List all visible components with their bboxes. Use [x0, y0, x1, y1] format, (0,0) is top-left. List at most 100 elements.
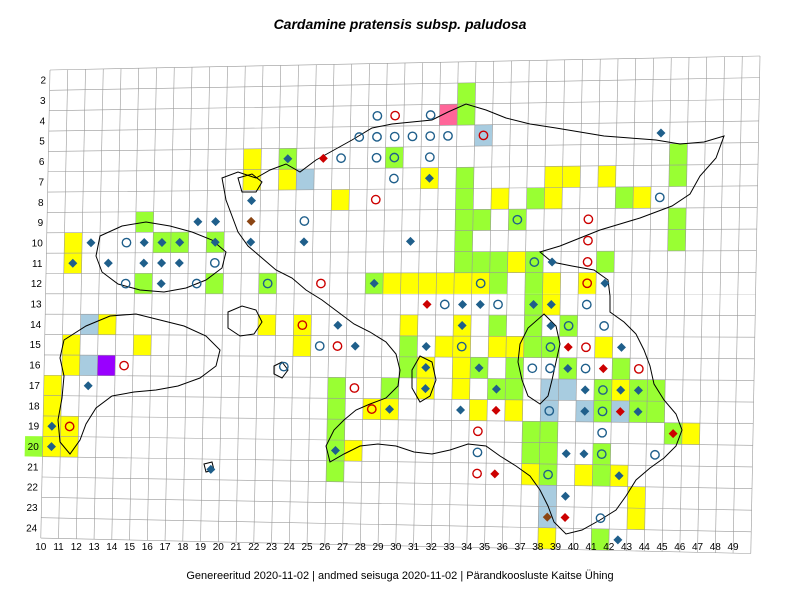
diamond-marker	[247, 196, 257, 206]
coastline-layer	[57, 103, 725, 535]
grid-line-horizontal	[49, 55, 761, 71]
grid-cell	[525, 251, 544, 273]
grid-cell	[593, 400, 612, 423]
grid-cell	[258, 273, 277, 294]
y-tick-label: 5	[39, 137, 45, 148]
x-tick-label: 38	[532, 542, 544, 553]
x-tick-label: 40	[568, 542, 580, 553]
grid-cell	[296, 168, 315, 190]
diamond-marker	[47, 421, 57, 431]
x-tick-label: 31	[408, 542, 420, 553]
y-tick-label: 13	[30, 300, 42, 311]
circle-marker	[278, 361, 289, 372]
y-tick-label: 12	[31, 279, 43, 290]
diamond-marker	[546, 300, 556, 310]
circle-marker	[545, 363, 555, 374]
grid-cell	[292, 335, 312, 357]
grid-cell	[612, 358, 631, 380]
circle-marker	[390, 110, 401, 121]
diamond-marker	[420, 384, 430, 394]
grid-cell	[327, 377, 346, 399]
diamond-marker	[246, 237, 256, 247]
grid-line-vertical	[93, 68, 104, 540]
circle-marker	[597, 427, 608, 438]
grid-line-horizontal	[44, 354, 755, 360]
grid-cell	[507, 251, 526, 273]
x-tick-label: 29	[372, 542, 384, 553]
x-tick-label: 20	[213, 542, 225, 553]
circle-marker	[598, 385, 608, 395]
grid-line-vertical	[466, 61, 477, 548]
grid-cell	[489, 272, 508, 294]
y-tick-label: 18	[28, 401, 40, 412]
diamond-marker	[580, 385, 590, 395]
grid-cell	[469, 399, 488, 421]
x-tick-label: 10	[35, 542, 47, 553]
grid-cell	[455, 209, 474, 231]
x-tick-label: 47	[692, 542, 704, 553]
grid-cell	[278, 169, 297, 190]
grid-cell	[593, 379, 612, 401]
circle-marker	[439, 299, 450, 310]
grid-cell	[538, 485, 557, 507]
y-tick-label: 24	[26, 523, 38, 534]
circle-marker	[372, 131, 382, 142]
grid-cell	[526, 187, 545, 209]
grid-cell	[400, 272, 419, 294]
diamond-marker	[318, 153, 328, 163]
circle-marker	[209, 257, 220, 268]
grid-line-vertical	[519, 60, 530, 549]
grid-line-horizontal	[42, 436, 753, 446]
coastline-hiiumaa	[95, 221, 227, 293]
x-tick-label: 13	[88, 542, 100, 553]
diamond-marker	[613, 535, 623, 545]
diamond-marker	[491, 384, 501, 394]
grid-cell	[331, 189, 350, 211]
grid-cell	[453, 272, 472, 294]
grid-cell	[544, 166, 563, 188]
lake-peipus	[517, 313, 561, 405]
grid-cell	[542, 272, 561, 294]
y-tick-label: 6	[39, 157, 45, 168]
grid-cell	[385, 147, 404, 169]
grid-cell	[633, 186, 652, 209]
grid-line-vertical	[661, 57, 672, 552]
circle-marker	[545, 342, 556, 352]
diamond-marker	[157, 258, 167, 268]
grid-cell	[558, 379, 577, 401]
grid-line-vertical	[715, 56, 725, 553]
grid-cell	[326, 460, 345, 482]
grid-cell	[615, 186, 634, 209]
circle-marker	[349, 383, 360, 393]
circle-marker	[493, 299, 503, 310]
grid-cell	[79, 355, 98, 376]
circle-marker	[475, 278, 486, 289]
circle-marker	[120, 278, 131, 289]
grid-line-vertical	[147, 67, 157, 541]
grid-line-vertical	[271, 65, 282, 544]
x-tick-label: 46	[674, 542, 686, 553]
grid-cell	[596, 251, 615, 273]
x-tick-label: 14	[106, 542, 118, 553]
diamond-marker	[542, 512, 552, 522]
grid-cell	[454, 251, 473, 273]
grid-cell	[681, 422, 700, 445]
grid-line-vertical	[537, 60, 548, 549]
circle-marker	[456, 341, 467, 352]
x-tick-label: 22	[248, 542, 260, 553]
grid-cell	[399, 335, 418, 357]
grid-cell	[455, 167, 474, 189]
grid-cell	[62, 334, 81, 356]
grid-cell	[133, 334, 152, 356]
coastline-kihnu	[273, 361, 289, 379]
grid-cell	[627, 508, 646, 530]
grid-line-vertical	[413, 62, 424, 547]
grid-cell	[60, 416, 79, 437]
grid-line-vertical	[200, 66, 211, 542]
grid-cell	[597, 165, 616, 188]
y-tick-label: 8	[38, 198, 44, 209]
diamond-marker	[560, 513, 570, 523]
coastline-vormsi	[237, 173, 263, 193]
circle-marker	[563, 320, 574, 331]
grid-cell	[457, 82, 476, 105]
